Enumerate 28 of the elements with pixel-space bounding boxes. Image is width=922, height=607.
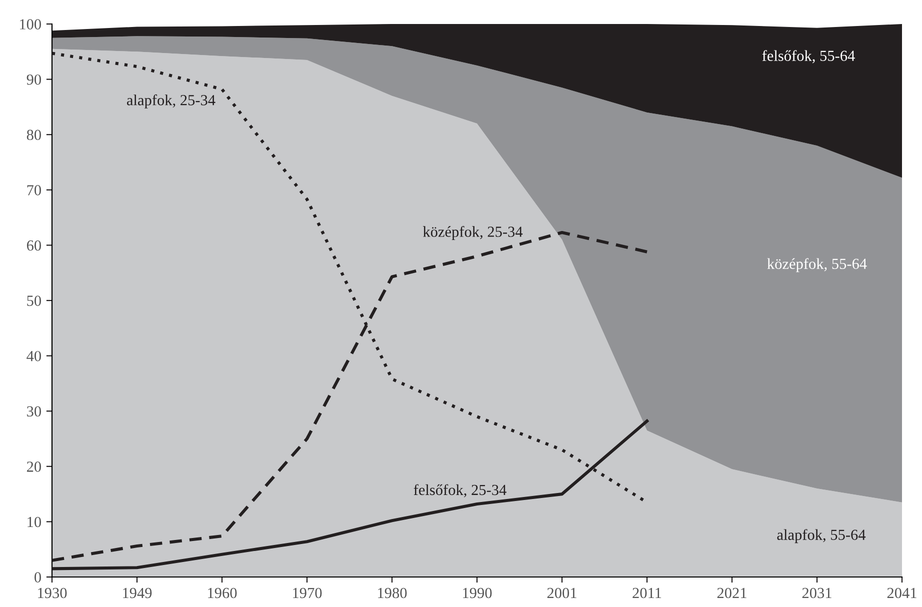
x-tick-label: 1930 [38, 588, 67, 598]
y-tick-label: 0 [34, 572, 41, 582]
x-tick-label: 2011 [632, 588, 662, 598]
y-tick-label: 30 [27, 406, 41, 417]
x-tick-label: 1970 [293, 588, 322, 598]
x-tick-label: 1960 [208, 588, 237, 598]
series-label: alapfok, 55-64 [777, 529, 866, 544]
x-tick-label: 2001 [547, 588, 576, 598]
y-tick-label: 70 [27, 185, 41, 196]
y-tick-label: 80 [26, 130, 41, 140]
x-tick-label: 1980 [378, 588, 407, 598]
x-tick-label: 2041 [887, 588, 916, 598]
series-label: felsőfok, 25-34 [414, 484, 506, 498]
y-tick-label: 10 [28, 516, 41, 528]
x-tick-label: 1949 [123, 588, 152, 598]
y-tick-label: 50 [27, 296, 41, 306]
y-tick-label: 60 [26, 240, 41, 251]
x-tick-label: 2021 [717, 588, 746, 598]
y-tick-label: 40 [26, 350, 41, 362]
series-label: alapfok, 25-34 [126, 94, 216, 108]
series-label: középfok, 25-34 [422, 226, 523, 240]
y-tick-label: 20 [26, 462, 41, 472]
y-tick-label: 100 [20, 19, 41, 30]
x-tick-label: 2031 [802, 588, 832, 598]
y-tick-label: 90 [26, 74, 41, 85]
x-tick-label: 1990 [463, 588, 492, 598]
series-label: felsőfok, 55-64 [762, 50, 855, 64]
series-label: középfok, 55-64 [767, 258, 867, 272]
